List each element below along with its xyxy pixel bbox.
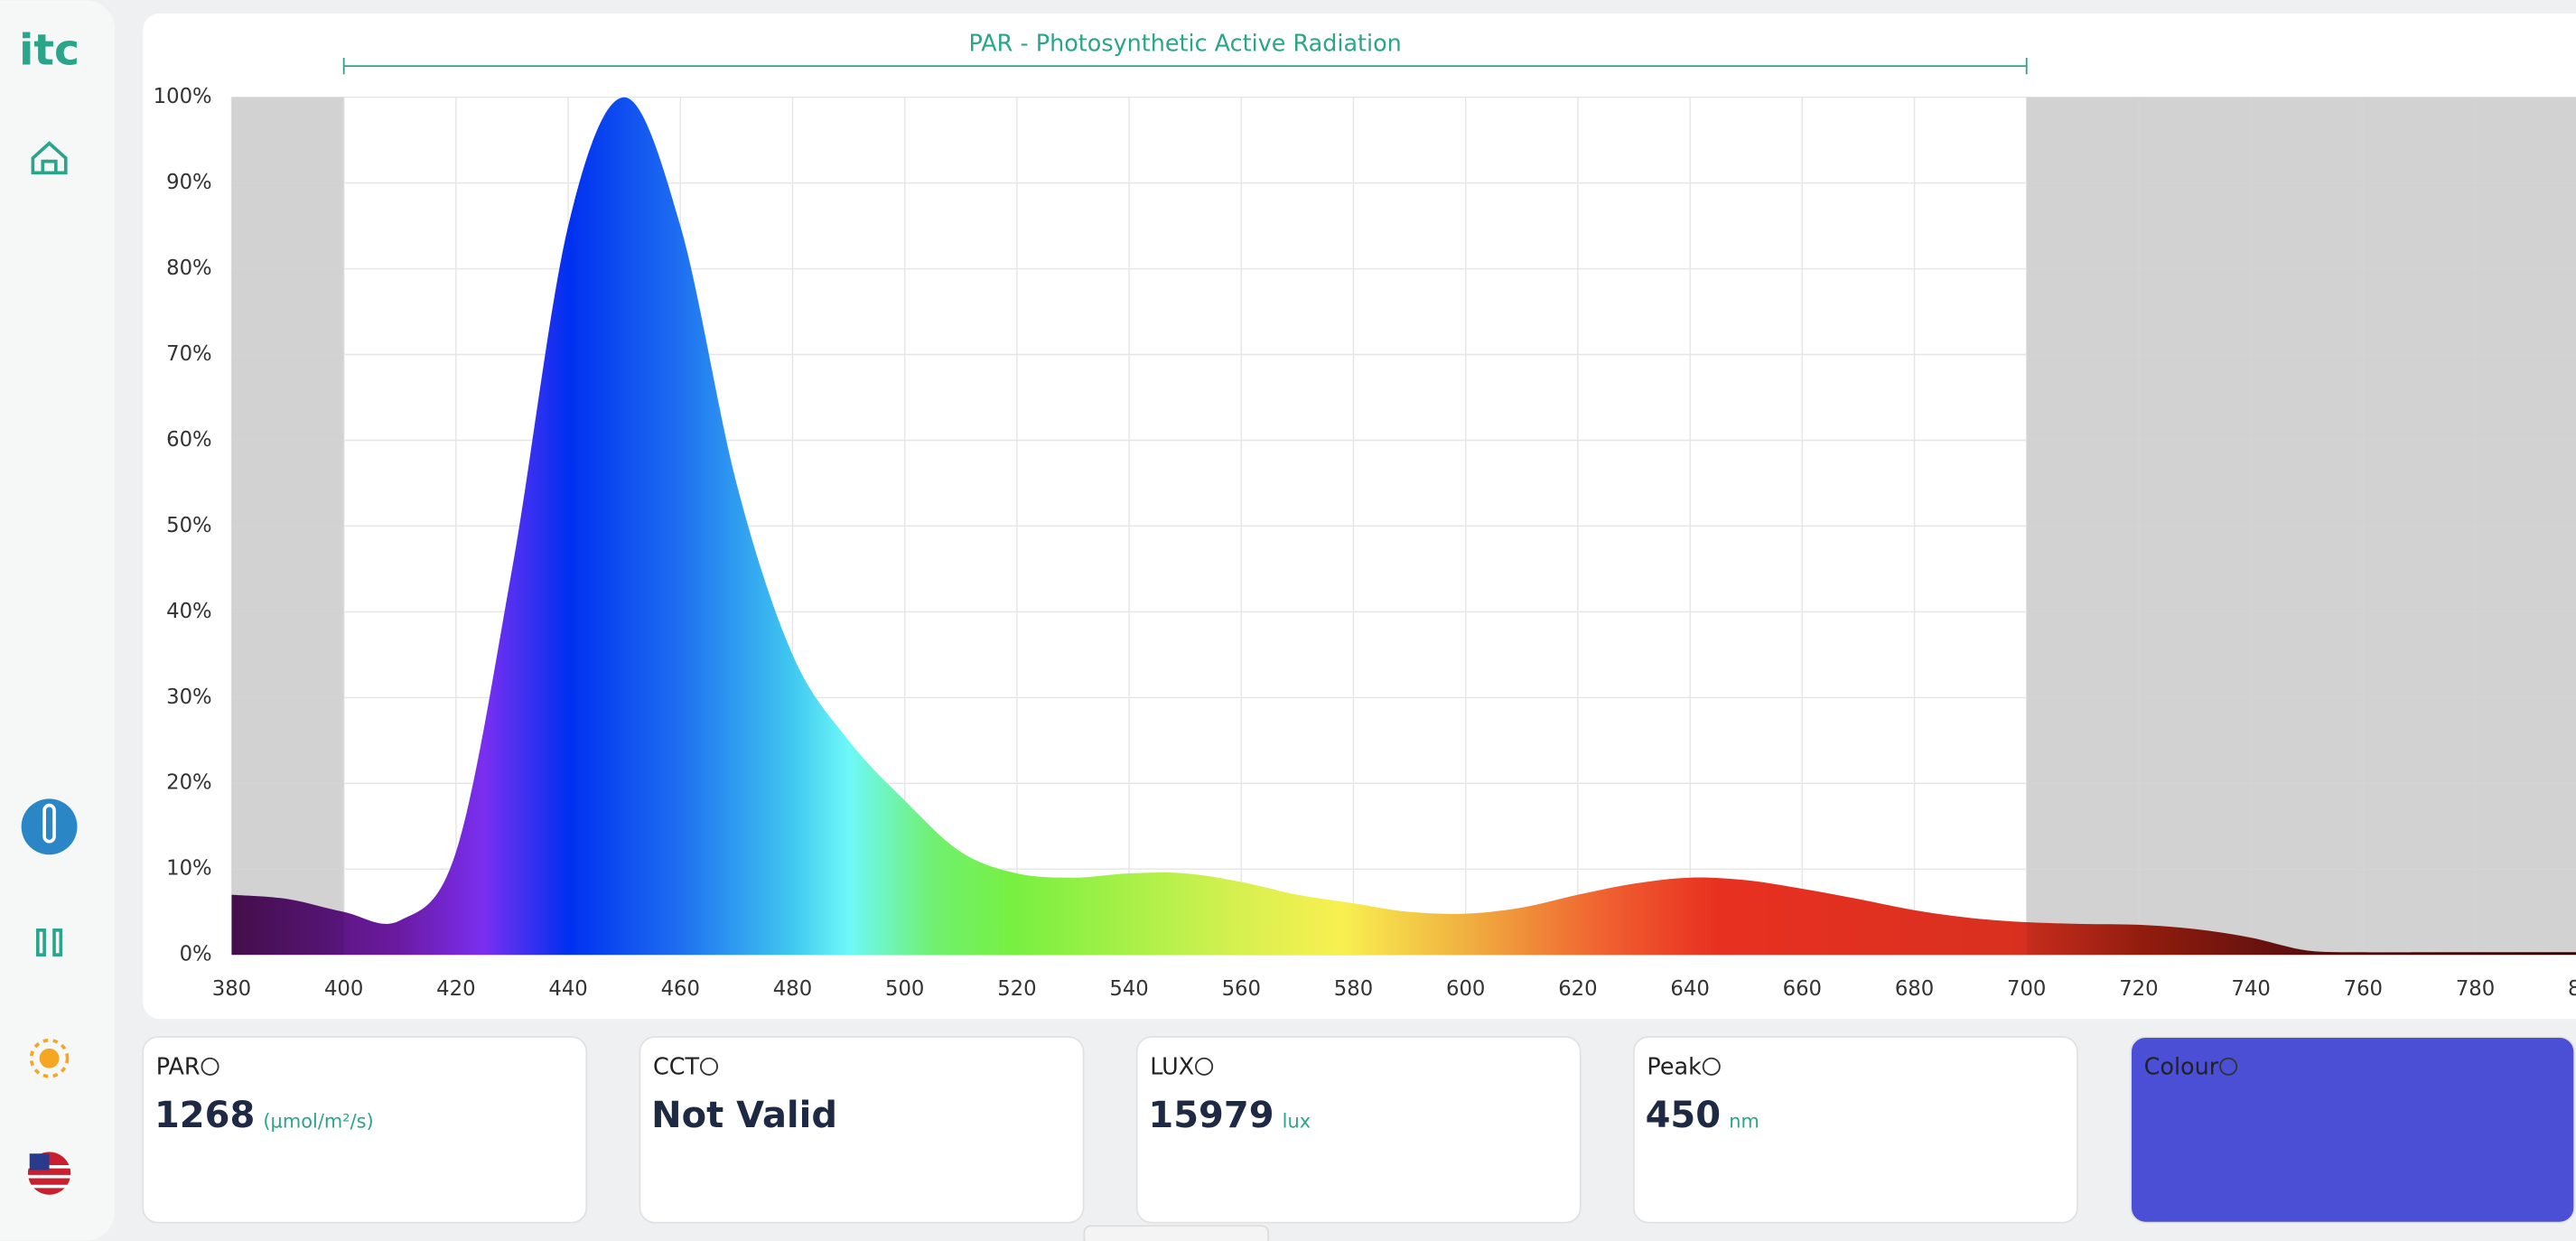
card-label: LUX — [1150, 1054, 1194, 1081]
help-icon[interactable] — [1702, 1057, 1721, 1076]
y-tick-label: 0% — [180, 943, 212, 966]
x-tick-label: 380 — [212, 977, 251, 1001]
y-tick-label: 40% — [166, 600, 212, 623]
y-tick-label: 90% — [166, 171, 212, 194]
card — [1632, 1036, 2078, 1224]
x-tick-label: 740 — [2231, 977, 2270, 1001]
x-tick-label: 460 — [661, 977, 700, 1001]
x-tick-label: 660 — [1783, 977, 1822, 1001]
card-label: Peak — [1647, 1054, 1702, 1081]
drawer-handle[interactable] — [1083, 1225, 1270, 1241]
x-tick-label: 480 — [773, 977, 812, 1001]
x-tick-label: 760 — [2344, 977, 2383, 1001]
card-unit: nm — [1729, 1111, 1759, 1133]
x-tick-label: 700 — [2007, 977, 2046, 1001]
y-tick-label: 100% — [154, 85, 212, 108]
device-icon[interactable] — [21, 798, 78, 855]
card-value: 450 — [1646, 1095, 1722, 1136]
non-par-overlay — [231, 97, 344, 956]
x-tick-label: 800 — [2568, 977, 2576, 1001]
x-tick-label: 600 — [1446, 977, 1485, 1001]
cards: PAR 1268 (µmol/m²/s) CCT Not Valid LUX 15979 lu… — [142, 1036, 2576, 1224]
device-icon-inner — [42, 803, 56, 844]
logo[interactable]: itc — [19, 26, 79, 76]
x-tick-label: 560 — [1222, 977, 1261, 1001]
x-tick-label: 420 — [436, 977, 475, 1001]
card-label: CCT — [653, 1054, 700, 1081]
non-par-overlay — [2026, 97, 2576, 956]
x-tick-label: 680 — [1895, 977, 1934, 1001]
card — [142, 1036, 588, 1224]
pause-icon[interactable] — [36, 928, 46, 956]
par-annotation: PAR - Photosynthetic Active Radiation — [969, 30, 1402, 57]
pause-icon — [52, 928, 63, 956]
sun-rays — [29, 1038, 70, 1078]
help-icon[interactable] — [700, 1057, 719, 1076]
plot: 0% 10% 20% 30% 40% 50% 60% 70% 80% 90% 100% 380 400 4… — [154, 30, 2576, 1001]
sidebar — [0, 0, 116, 1241]
card-value: 1268 — [154, 1095, 255, 1136]
x-tick-label: 640 — [1670, 977, 1709, 1001]
y-tick-label: 80% — [166, 257, 212, 280]
y-tick-label: 20% — [166, 771, 212, 795]
x-tick-label: 580 — [1334, 977, 1373, 1001]
x-tick-label: 540 — [1109, 977, 1148, 1001]
x-tick-label: 720 — [2119, 977, 2158, 1001]
card-unit: (µmol/m²/s) — [263, 1111, 373, 1133]
card-value: 15979 — [1148, 1095, 1274, 1136]
y-tick-label: 70% — [166, 342, 212, 366]
card-label: Colour — [2144, 1054, 2219, 1081]
y-tick-label: 50% — [166, 514, 212, 537]
x-tick-label: 780 — [2456, 977, 2495, 1001]
y-tick-label: 10% — [166, 857, 212, 881]
help-icon[interactable] — [201, 1057, 219, 1076]
card — [2130, 1036, 2576, 1224]
card-value: Not Valid — [651, 1095, 837, 1136]
spectrum-area — [231, 97, 2576, 956]
y-tick-label: 60% — [166, 428, 212, 452]
x-tick-label: 500 — [885, 977, 924, 1001]
x-tick-label: 440 — [548, 977, 587, 1001]
x-tick-label: 400 — [324, 977, 363, 1001]
x-tick-label: 520 — [997, 977, 1036, 1001]
home-icon[interactable] — [31, 141, 68, 175]
card-label: PAR — [156, 1054, 201, 1081]
sun-icon[interactable] — [39, 1048, 60, 1068]
flag-canton — [29, 1153, 50, 1171]
card — [1135, 1036, 1582, 1224]
card-unit: lux — [1283, 1111, 1311, 1133]
x-tick-label: 620 — [1558, 977, 1597, 1001]
help-icon[interactable] — [1195, 1057, 1214, 1076]
y-tick-label: 30% — [166, 686, 212, 709]
help-icon[interactable] — [2219, 1057, 2238, 1076]
card — [639, 1036, 1085, 1224]
